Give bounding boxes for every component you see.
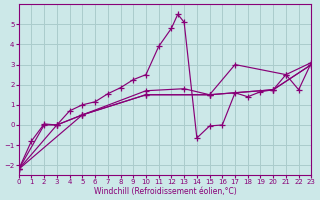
X-axis label: Windchill (Refroidissement éolien,°C): Windchill (Refroidissement éolien,°C) [94, 187, 236, 196]
